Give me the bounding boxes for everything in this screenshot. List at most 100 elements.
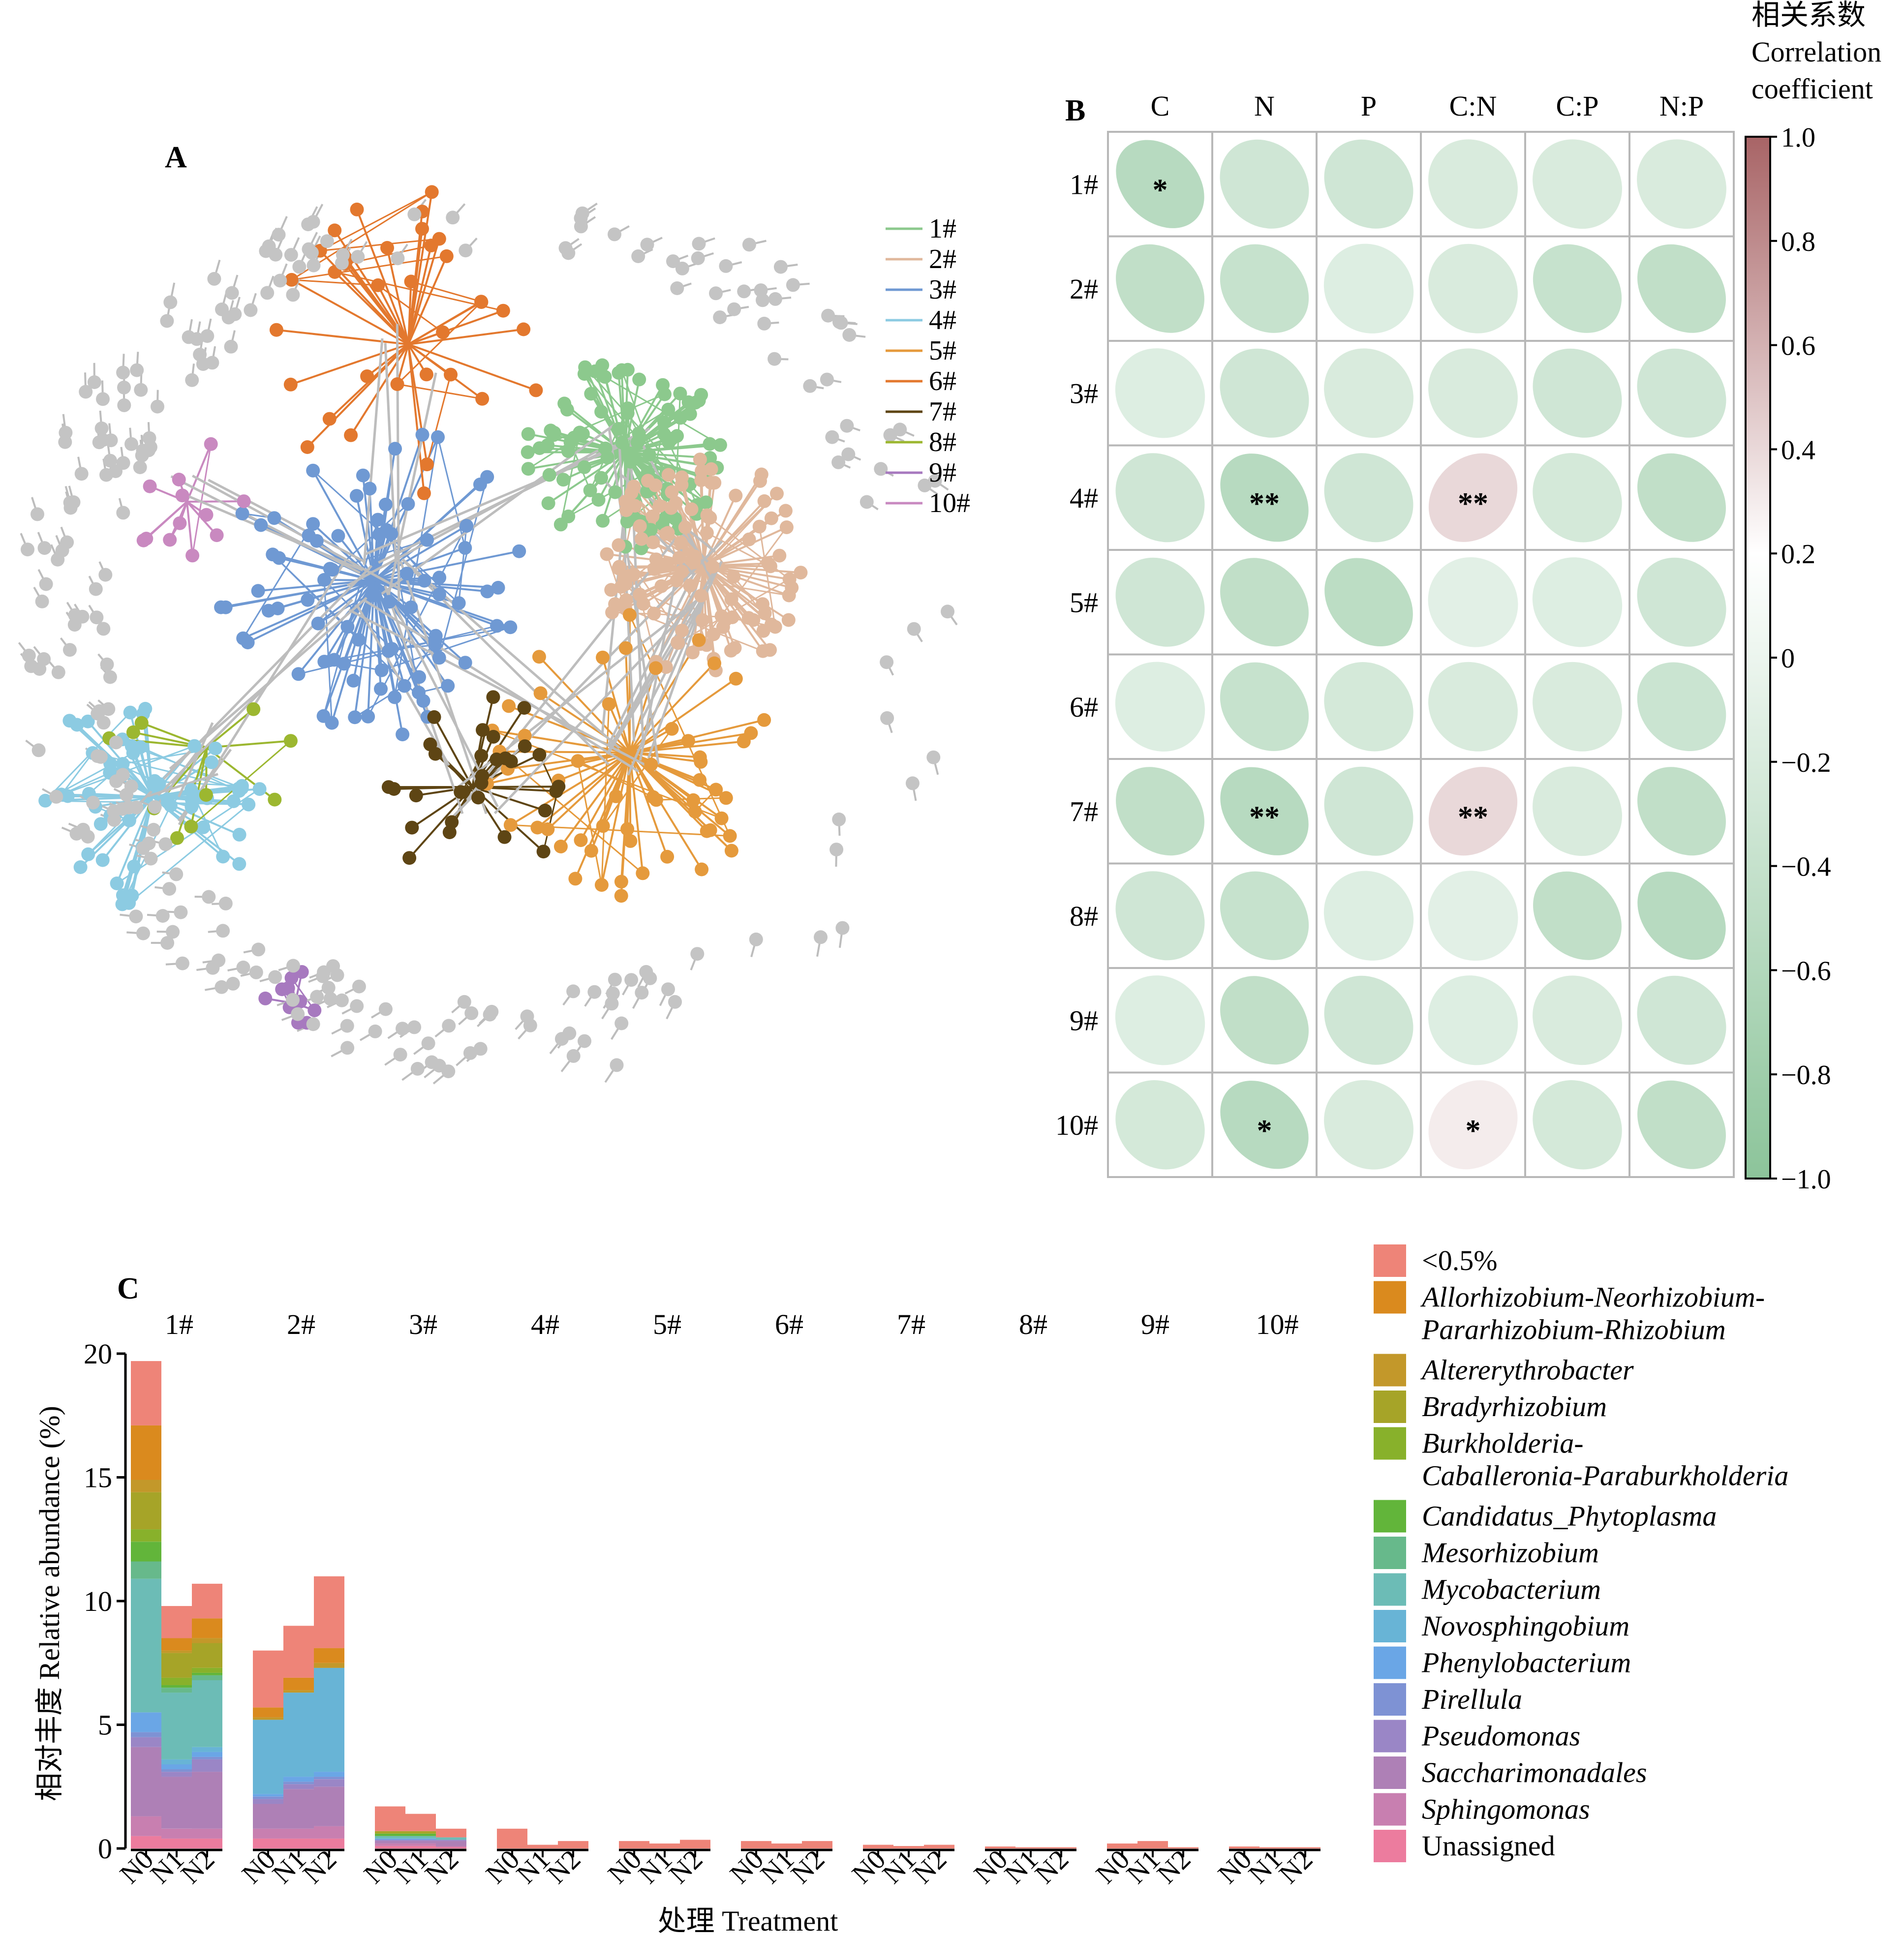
network-node (284, 248, 298, 262)
network-node (215, 980, 229, 994)
network-node (724, 592, 738, 606)
bar-segment (192, 1618, 222, 1638)
network-node (657, 415, 672, 429)
network-node (692, 393, 706, 408)
network-node (268, 792, 282, 807)
network-node (693, 453, 707, 467)
network-node (267, 511, 281, 525)
significance-mark: ** (1458, 487, 1488, 520)
network-node (136, 926, 150, 940)
network-node (723, 829, 737, 843)
network-node (393, 1048, 407, 1062)
legend-entry-6: Candidatus_Phytoplasma (1422, 1500, 1717, 1532)
bar-segment (436, 1828, 466, 1838)
network-node (235, 781, 249, 795)
network-node (331, 529, 345, 543)
network-node (464, 1006, 479, 1020)
network-node (529, 383, 543, 397)
network-node (675, 470, 689, 484)
network-node (713, 438, 727, 452)
network-edge (407, 301, 482, 345)
network-node (126, 746, 140, 760)
abundance-panel: C 20 15 10 5 0 相对丰度 Relative abundance (%) 处理 … (33, 1244, 1788, 1937)
y-tick-label: 10 (84, 1585, 112, 1617)
colorbar-tick-label: −0.8 (1781, 1060, 1831, 1090)
bar-segment (192, 1680, 222, 1747)
bar-segment (253, 1650, 283, 1708)
bar-segment (1168, 1847, 1198, 1848)
bar-segment (558, 1841, 588, 1848)
network-edge (320, 191, 432, 252)
network-node (193, 347, 207, 362)
network-edge (411, 280, 482, 303)
network-node (79, 385, 93, 399)
network-node (521, 462, 535, 476)
legend-label-7: 7# (929, 396, 956, 427)
network-node (232, 827, 246, 842)
network-edge (397, 383, 483, 400)
network-node (729, 488, 743, 503)
network-node (518, 728, 532, 743)
network-edge (205, 747, 208, 795)
network-node (661, 526, 675, 540)
legend-entry-15: Unassigned (1422, 1830, 1555, 1862)
network-edge (373, 579, 440, 596)
network-node (678, 520, 692, 534)
legend-swatch-6 (1374, 1500, 1406, 1533)
network-node (410, 1061, 425, 1076)
network-node (356, 468, 370, 483)
network-node (286, 993, 300, 1007)
network-node (162, 882, 177, 896)
correlation-ellipse (1115, 348, 1205, 438)
network-edge (363, 338, 384, 565)
network-node (35, 594, 49, 608)
network-edge (102, 796, 154, 861)
bar-segment (405, 1831, 436, 1834)
legend-entry-14: Sphingomonas (1422, 1793, 1590, 1825)
legend-entry-12: Pseudomonas (1421, 1720, 1580, 1752)
correlation-labels: C N P C:N C:P N:P1#2#3#4#5#6#7#8#9#10#*** ****… (1055, 90, 1704, 1148)
correlation-panel: B 相关系数 Correlation coefficient C N P C:N C:P N:… (1055, 0, 1881, 1195)
network-node (142, 836, 156, 850)
network-node (184, 800, 199, 814)
network-node (166, 925, 180, 939)
bar-segment (131, 1480, 161, 1492)
legend-swatch-9 (1374, 1610, 1406, 1642)
network-edge (627, 589, 709, 776)
network-node (623, 834, 638, 848)
network-edge (408, 343, 537, 392)
network-node (38, 793, 53, 808)
network-node (310, 990, 324, 1004)
network-edges (18, 191, 958, 1085)
network-node (283, 734, 298, 748)
network-node (486, 729, 500, 744)
legend-swatch-5 (1374, 1427, 1406, 1460)
network-node (691, 251, 705, 265)
network-node (122, 814, 136, 827)
network-node (566, 984, 581, 999)
network-node (606, 986, 620, 1000)
network-edge (407, 343, 452, 376)
legend-entry-10: Phenylobacterium (1421, 1647, 1631, 1679)
network-node (388, 442, 402, 456)
network-node (421, 1036, 435, 1051)
network-node (126, 725, 140, 739)
correlation-ellipse (1637, 872, 1726, 960)
network-node (322, 412, 337, 426)
network-node (94, 421, 109, 435)
network-node (425, 185, 439, 199)
network-node (284, 971, 299, 985)
network-node (714, 811, 729, 825)
network-node (644, 523, 658, 537)
network-node (90, 610, 104, 625)
network-node (644, 757, 658, 772)
network-edge (629, 614, 731, 837)
network-node (148, 800, 162, 814)
network-node (444, 367, 458, 382)
network-edge (397, 302, 482, 385)
network-node (695, 613, 709, 627)
network-node (439, 249, 454, 263)
network-node (350, 999, 364, 1013)
network-edge (665, 565, 705, 667)
network-node (709, 286, 723, 301)
